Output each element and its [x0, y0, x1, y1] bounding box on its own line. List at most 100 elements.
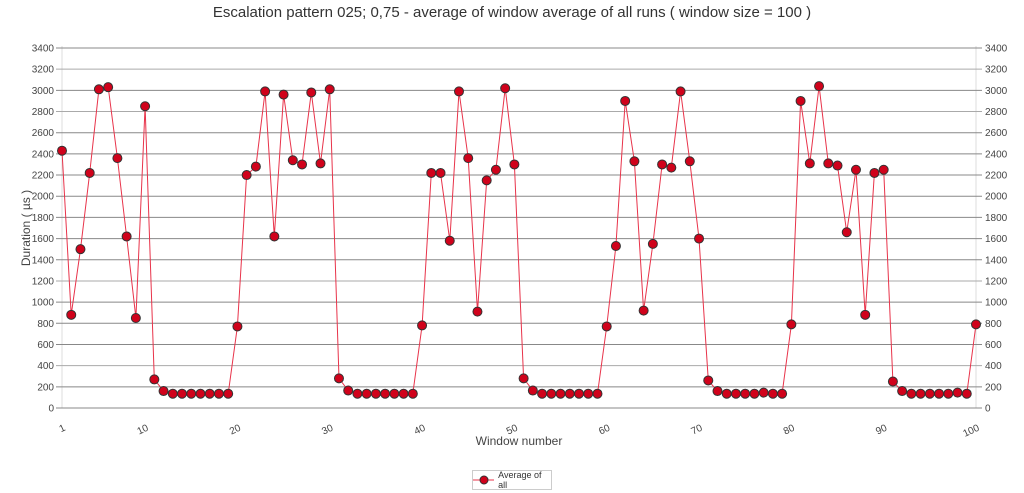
y-tick-label-right: 800	[985, 319, 1002, 330]
data-point	[241, 170, 252, 181]
data-point	[149, 374, 160, 385]
data-point	[453, 86, 464, 97]
y-tick-label-right: 200	[985, 382, 1002, 393]
y-tick-label: 3200	[32, 65, 55, 76]
data-point	[832, 160, 843, 171]
data-point	[343, 385, 354, 396]
x-axis: 1 10 20 30 40 50 60 70 80 90 100	[58, 423, 982, 440]
data-point	[186, 388, 197, 399]
data-point	[777, 388, 788, 399]
legend[interactable]: Average of all	[472, 470, 552, 490]
data-point	[804, 158, 815, 169]
y-tick-label: 600	[37, 340, 54, 351]
data-point	[490, 164, 501, 175]
data-point	[574, 388, 585, 399]
data-point	[158, 386, 169, 397]
y-tick-label: 1000	[32, 298, 55, 309]
data-point	[121, 231, 132, 242]
data-point	[103, 82, 114, 93]
data-point	[66, 309, 77, 320]
data-point	[897, 386, 908, 397]
data-point	[435, 167, 446, 178]
y-tick-label-right: 3400	[985, 44, 1008, 55]
data-point	[140, 101, 151, 112]
data-point	[546, 388, 557, 399]
data-point	[84, 167, 95, 178]
x-tick-label: 60	[597, 423, 612, 438]
data-point	[749, 388, 760, 399]
data-point	[767, 388, 778, 399]
data-point	[583, 388, 594, 399]
data-point	[177, 388, 188, 399]
data-point	[666, 162, 677, 173]
chart-title: Escalation pattern 025; 0,75 - average o…	[213, 4, 811, 21]
data-point	[278, 89, 289, 100]
y-tick-label: 2600	[32, 128, 55, 139]
data-point	[758, 387, 769, 398]
data-point	[971, 319, 981, 330]
data-point	[694, 233, 705, 244]
data-point	[213, 388, 224, 399]
data-point	[823, 158, 834, 169]
data-point	[740, 388, 751, 399]
data-point	[906, 388, 917, 399]
y-tick-label: 1800	[32, 213, 55, 224]
data-point	[887, 376, 898, 387]
data-point	[712, 386, 723, 397]
y-tick-label: 400	[37, 361, 54, 372]
data-point	[287, 155, 298, 166]
data-point	[629, 156, 640, 167]
data-point	[352, 388, 363, 399]
data-point	[638, 305, 649, 316]
y-tick-label-right: 2200	[985, 171, 1008, 182]
data-point	[657, 159, 668, 170]
data-point	[592, 388, 603, 399]
data-point	[518, 373, 529, 384]
data-point	[324, 84, 335, 95]
y-tick-label: 1600	[32, 234, 55, 245]
data-point	[555, 388, 566, 399]
data-point	[850, 164, 861, 175]
data-point	[610, 241, 621, 251]
data-point	[112, 153, 123, 164]
x-tick-label: 40	[413, 423, 428, 438]
y-tick-label-right: 1200	[985, 276, 1008, 287]
data-point	[924, 388, 935, 399]
x-tick-label: 100	[961, 423, 981, 440]
y-tick-label-right: 400	[985, 361, 1002, 372]
data-point	[647, 238, 658, 249]
data-point	[463, 153, 474, 164]
y-tick-label: 1400	[32, 255, 55, 266]
data-point	[537, 388, 548, 399]
y-tick-label-right: 1800	[985, 213, 1008, 224]
data-point	[730, 388, 741, 399]
data-point	[130, 313, 141, 323]
data-point	[952, 387, 963, 398]
x-axis-label: Window number	[476, 434, 563, 448]
data-point	[934, 388, 945, 399]
gridlines	[56, 46, 982, 409]
data-point	[389, 388, 400, 399]
y-tick-label: 3000	[32, 86, 55, 97]
data-point	[675, 86, 686, 97]
series-average-of-all	[57, 81, 981, 399]
data-point	[860, 309, 871, 320]
y-tick-label: 0	[48, 404, 54, 415]
data-point	[370, 388, 381, 399]
y-tick-label-right: 1400	[985, 255, 1008, 266]
data-point	[250, 161, 261, 172]
data-point	[684, 156, 695, 167]
y-tick-label: 2800	[32, 107, 55, 118]
data-point	[269, 231, 280, 242]
data-point	[620, 95, 631, 106]
y-axis-left: 0 200 400 600 800 1000 1200 1400 1600 1800 2000 220…	[32, 44, 55, 415]
data-point	[795, 95, 806, 106]
y-tick-label-right: 2000	[985, 192, 1008, 203]
y-tick-label: 1200	[32, 276, 55, 287]
data-point	[601, 321, 612, 332]
data-point	[380, 388, 391, 399]
data-point	[57, 145, 67, 156]
data-point	[333, 373, 344, 384]
data-point	[407, 388, 418, 399]
